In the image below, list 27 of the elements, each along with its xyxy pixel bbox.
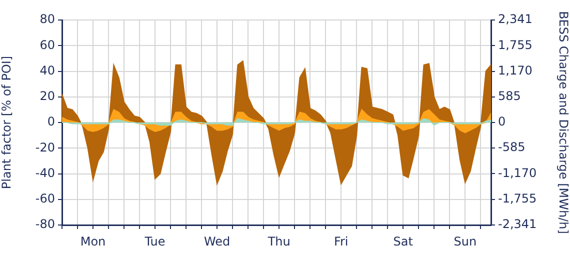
y-tick-label: 40 — [40, 63, 55, 78]
y2-tick-label: 1,755 — [498, 38, 532, 52]
x-tick-label: Sat — [393, 234, 414, 248]
y-tick-label: 60 — [40, 38, 55, 52]
x-tick-label: Mon — [80, 234, 106, 248]
x-tick-label: Tue — [144, 234, 166, 248]
y2-tick-label: 2,341 — [498, 12, 532, 26]
y2-tick-label: -2,341 — [498, 217, 537, 232]
y-tick-label: 20 — [40, 89, 55, 103]
y2-tick-label: 0 — [498, 114, 506, 129]
y-tick-label: -40 — [35, 166, 55, 180]
y2-axis-title: BESS Charge and Discharge [MWh/h] — [556, 11, 570, 234]
y-tick-label: -20 — [35, 140, 55, 154]
x-tick-label: Sun — [454, 234, 477, 248]
y-tick-label: -80 — [35, 217, 55, 232]
y2-tick-label: -585 — [498, 140, 526, 154]
y2-tick-label: -1,170 — [498, 166, 537, 180]
x-tick-label: Thu — [266, 234, 290, 248]
y-tick-label: 0 — [47, 114, 55, 129]
y2-tick-label: -1,755 — [498, 191, 537, 206]
y-tick-label: -60 — [35, 192, 55, 206]
y2-tick-label: 1,170 — [498, 63, 532, 78]
y-axis-title: Plant factor [% of POI] — [0, 56, 14, 190]
x-tick-label: Fri — [334, 234, 348, 248]
y2-tick-label: 585 — [498, 89, 521, 104]
y-tick-label: 80 — [40, 12, 55, 26]
x-tick-label: Wed — [204, 234, 230, 248]
